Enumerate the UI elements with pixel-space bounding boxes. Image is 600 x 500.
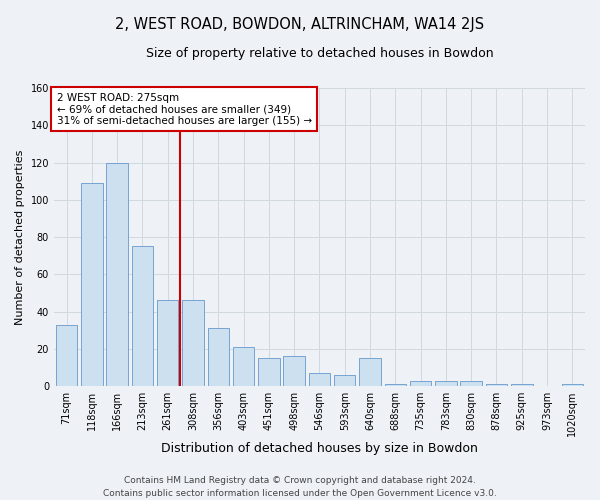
Bar xyxy=(283,356,305,386)
Bar xyxy=(385,384,406,386)
Text: 2 WEST ROAD: 275sqm
← 69% of detached houses are smaller (349)
31% of semi-detac: 2 WEST ROAD: 275sqm ← 69% of detached ho… xyxy=(56,92,311,126)
Bar xyxy=(233,347,254,386)
Y-axis label: Number of detached properties: Number of detached properties xyxy=(15,150,25,325)
Bar xyxy=(562,384,583,386)
X-axis label: Distribution of detached houses by size in Bowdon: Distribution of detached houses by size … xyxy=(161,442,478,455)
Bar xyxy=(334,375,355,386)
Bar xyxy=(359,358,381,386)
Bar xyxy=(81,183,103,386)
Bar xyxy=(106,162,128,386)
Bar xyxy=(258,358,280,386)
Bar xyxy=(157,300,178,386)
Bar xyxy=(208,328,229,386)
Bar xyxy=(486,384,507,386)
Bar xyxy=(410,380,431,386)
Bar xyxy=(182,300,204,386)
Title: Size of property relative to detached houses in Bowdon: Size of property relative to detached ho… xyxy=(146,48,493,60)
Bar xyxy=(511,384,533,386)
Bar xyxy=(435,380,457,386)
Bar xyxy=(131,246,153,386)
Bar xyxy=(460,380,482,386)
Text: Contains HM Land Registry data © Crown copyright and database right 2024.
Contai: Contains HM Land Registry data © Crown c… xyxy=(103,476,497,498)
Bar xyxy=(309,373,330,386)
Bar xyxy=(56,324,77,386)
Text: 2, WEST ROAD, BOWDON, ALTRINCHAM, WA14 2JS: 2, WEST ROAD, BOWDON, ALTRINCHAM, WA14 2… xyxy=(115,18,485,32)
